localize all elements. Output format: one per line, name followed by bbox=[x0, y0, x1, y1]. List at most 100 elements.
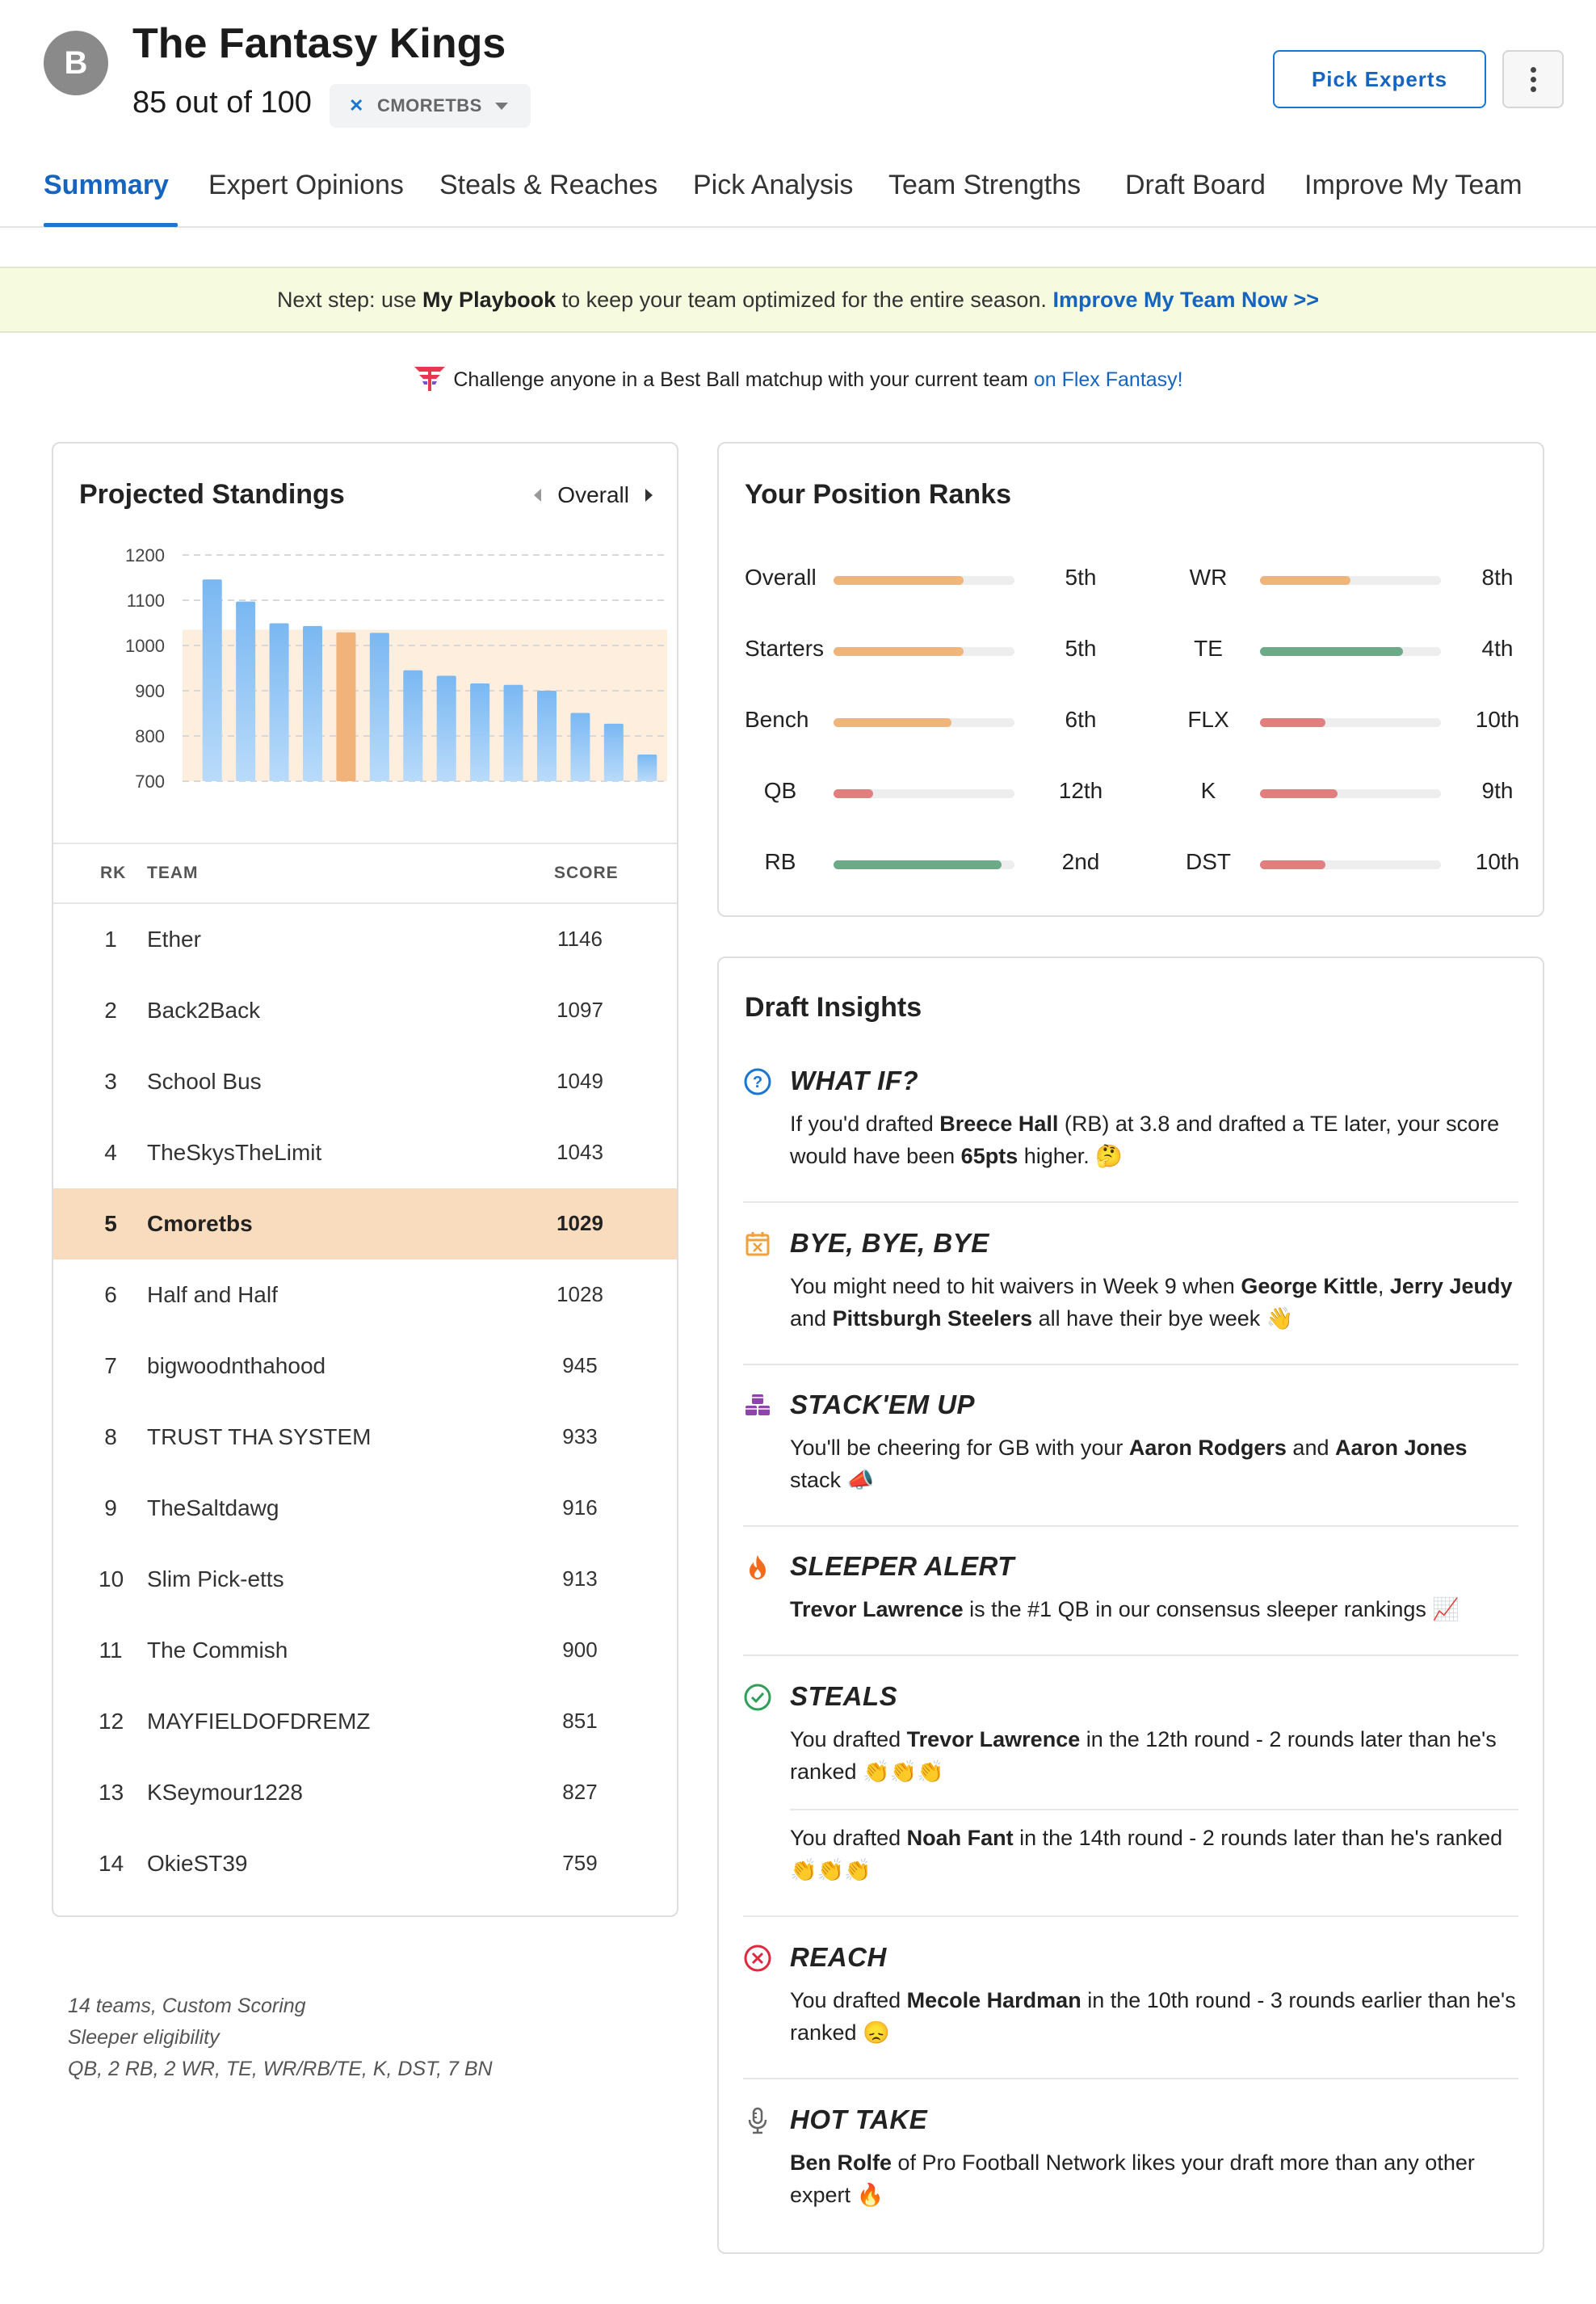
table-row[interactable]: 10 Slim Pick-etts 913 bbox=[53, 1544, 677, 1615]
bar[interactable] bbox=[303, 625, 322, 781]
table-row[interactable]: 1 Ether 1146 bbox=[53, 904, 677, 975]
position-rank-value: 12th bbox=[1058, 778, 1103, 803]
score-cell: 1043 bbox=[556, 1140, 603, 1164]
rank-cell: 10 bbox=[99, 1566, 124, 1591]
tab-steals-reaches[interactable]: Steals & Reaches bbox=[439, 170, 658, 200]
y-tick-label: 1100 bbox=[127, 591, 165, 611]
tab-pick-analysis[interactable]: Pick Analysis bbox=[693, 170, 854, 200]
close-icon[interactable]: ✕ bbox=[349, 95, 364, 116]
chevron-left-icon[interactable] bbox=[534, 489, 542, 502]
table-row[interactable]: 2 Back2Back 1097 bbox=[53, 975, 677, 1046]
check-circle-icon bbox=[744, 1684, 771, 1711]
position-rank-value: 5th bbox=[1065, 636, 1097, 661]
rank-cell: 13 bbox=[99, 1780, 124, 1805]
table-row[interactable]: 6 Half and Half 1028 bbox=[53, 1259, 677, 1331]
microphone-icon bbox=[748, 2107, 767, 2134]
tab-improve-my-team[interactable]: Improve My Team bbox=[1304, 170, 1522, 200]
insight-text: You drafted Trevor Lawrence in the 12th … bbox=[790, 1727, 1497, 1784]
table-row[interactable]: 7 bigwoodnthahood 945 bbox=[53, 1331, 677, 1402]
kebab-dot bbox=[1530, 76, 1536, 82]
score-cell: 1049 bbox=[556, 1069, 603, 1093]
bar[interactable] bbox=[503, 684, 523, 781]
table-row[interactable]: 14 OkieST39 759 bbox=[53, 1828, 677, 1899]
standings-view-switcher: Overall bbox=[534, 482, 653, 508]
insight-title: REACH bbox=[790, 1942, 887, 1972]
chevron-right-icon[interactable] bbox=[645, 489, 653, 502]
team-selector[interactable]: ✕ CMORETBS bbox=[330, 84, 531, 128]
table-row[interactable]: 3 School Bus 1049 bbox=[53, 1046, 677, 1117]
expert-name: Ben Rolfe bbox=[790, 2151, 892, 2175]
team-cell: OkieST39 bbox=[147, 1851, 248, 1876]
rank-bar-track bbox=[1260, 576, 1441, 585]
rank-cell: 5 bbox=[104, 1211, 117, 1236]
league-settings-note: 14 teams, Custom Scoring Sleeper eligibi… bbox=[68, 1991, 493, 2085]
insight-text: You'll be cheering for GB with your Aaro… bbox=[790, 1436, 1468, 1492]
table-row[interactable]: 9 TheSaltdawg 916 bbox=[53, 1473, 677, 1544]
bar-my-team[interactable] bbox=[336, 632, 356, 781]
insight-text: Ben Rolfe of Pro Football Network likes … bbox=[790, 2151, 1475, 2207]
tab-expert-opinions[interactable]: Expert Opinions bbox=[208, 170, 404, 200]
position-label: Starters bbox=[745, 636, 825, 661]
tab-summary[interactable]: Summary bbox=[44, 170, 169, 200]
insight-title: STEALS bbox=[790, 1681, 898, 1711]
tab-draft-board[interactable]: Draft Board bbox=[1125, 170, 1266, 200]
position-label: QB bbox=[763, 778, 797, 803]
table-row[interactable]: 8 TRUST THA SYSTEM 933 bbox=[53, 1402, 677, 1473]
position-label: FLX bbox=[1187, 707, 1229, 732]
team-cell: TheSaltdawg bbox=[147, 1495, 279, 1520]
score-cell: 827 bbox=[562, 1780, 598, 1804]
rank-cell: 2 bbox=[104, 998, 117, 1023]
bar[interactable] bbox=[403, 670, 423, 781]
bar[interactable] bbox=[269, 623, 289, 781]
rank-bar-fill bbox=[834, 789, 873, 798]
team-cell: MAYFIELDOFDREMZ bbox=[147, 1709, 371, 1734]
table-row[interactable]: 11 The Commish 900 bbox=[53, 1615, 677, 1686]
bar[interactable] bbox=[570, 713, 590, 781]
position-rank-k: K 9th bbox=[1173, 778, 1544, 810]
rank-bar-fill bbox=[834, 576, 964, 585]
rank-cell: 3 bbox=[104, 1069, 117, 1094]
flex-fantasy-link[interactable]: on Flex Fantasy! bbox=[1033, 368, 1183, 391]
improve-team-link[interactable]: Improve My Team Now >> bbox=[1052, 287, 1320, 312]
table-row[interactable]: 4 TheSkysTheLimit 1043 bbox=[53, 1117, 677, 1188]
standings-view-label: Overall bbox=[557, 482, 629, 507]
table-row[interactable]: 12 MAYFIELDOFDREMZ 851 bbox=[53, 1686, 677, 1757]
bar[interactable] bbox=[470, 683, 490, 781]
next-step-banner: Next step: use My Playbook to keep your … bbox=[0, 267, 1596, 333]
bar[interactable] bbox=[369, 633, 389, 781]
bar[interactable] bbox=[236, 601, 256, 781]
rank-column-header: RK bbox=[100, 864, 127, 882]
rank-bar-fill bbox=[834, 647, 964, 656]
bar[interactable] bbox=[637, 754, 657, 781]
bar[interactable] bbox=[436, 675, 456, 781]
bar[interactable] bbox=[603, 723, 624, 781]
position-rank-flx: FLX 10th bbox=[1173, 707, 1544, 739]
tab-team-strengths[interactable]: Team Strengths bbox=[888, 170, 1082, 200]
team-cell: TheSkysTheLimit bbox=[147, 1140, 322, 1165]
divider bbox=[743, 2078, 1518, 2079]
table-row-my-team[interactable]: 5 Cmoretbs 1029 bbox=[53, 1188, 677, 1259]
score-cell: 933 bbox=[562, 1424, 598, 1448]
position-label: DST bbox=[1186, 849, 1231, 874]
score-cell: 1028 bbox=[556, 1282, 603, 1306]
pick-experts-button[interactable]: Pick Experts bbox=[1273, 50, 1486, 108]
table-row[interactable]: 13 KSeymour1228 827 bbox=[53, 1757, 677, 1828]
position-ranks-title: Your Position Ranks bbox=[745, 479, 1011, 510]
rank-bar-track bbox=[834, 718, 1014, 727]
position-label: K bbox=[1200, 778, 1216, 803]
bar[interactable] bbox=[202, 579, 222, 781]
score-suffix: out of 100 bbox=[166, 86, 312, 120]
rank-bar-fill bbox=[1260, 789, 1338, 798]
player-name: Breece Hall bbox=[939, 1112, 1059, 1136]
team-cell: KSeymour1228 bbox=[147, 1780, 304, 1805]
more-options-button[interactable] bbox=[1502, 50, 1564, 108]
rank-cell: 6 bbox=[104, 1282, 117, 1307]
insight-text: You might need to hit waivers in Week 9 … bbox=[790, 1274, 1513, 1331]
insight-text: If you'd drafted Breece Hall (RB) at 3.8… bbox=[790, 1112, 1500, 1168]
chevron-down-icon bbox=[494, 102, 508, 110]
kebab-dot bbox=[1530, 66, 1536, 73]
rank-bar-fill bbox=[1260, 860, 1325, 869]
rank-bar-fill bbox=[1260, 718, 1325, 727]
bar[interactable] bbox=[537, 691, 556, 781]
rank-cell: 11 bbox=[99, 1638, 123, 1663]
